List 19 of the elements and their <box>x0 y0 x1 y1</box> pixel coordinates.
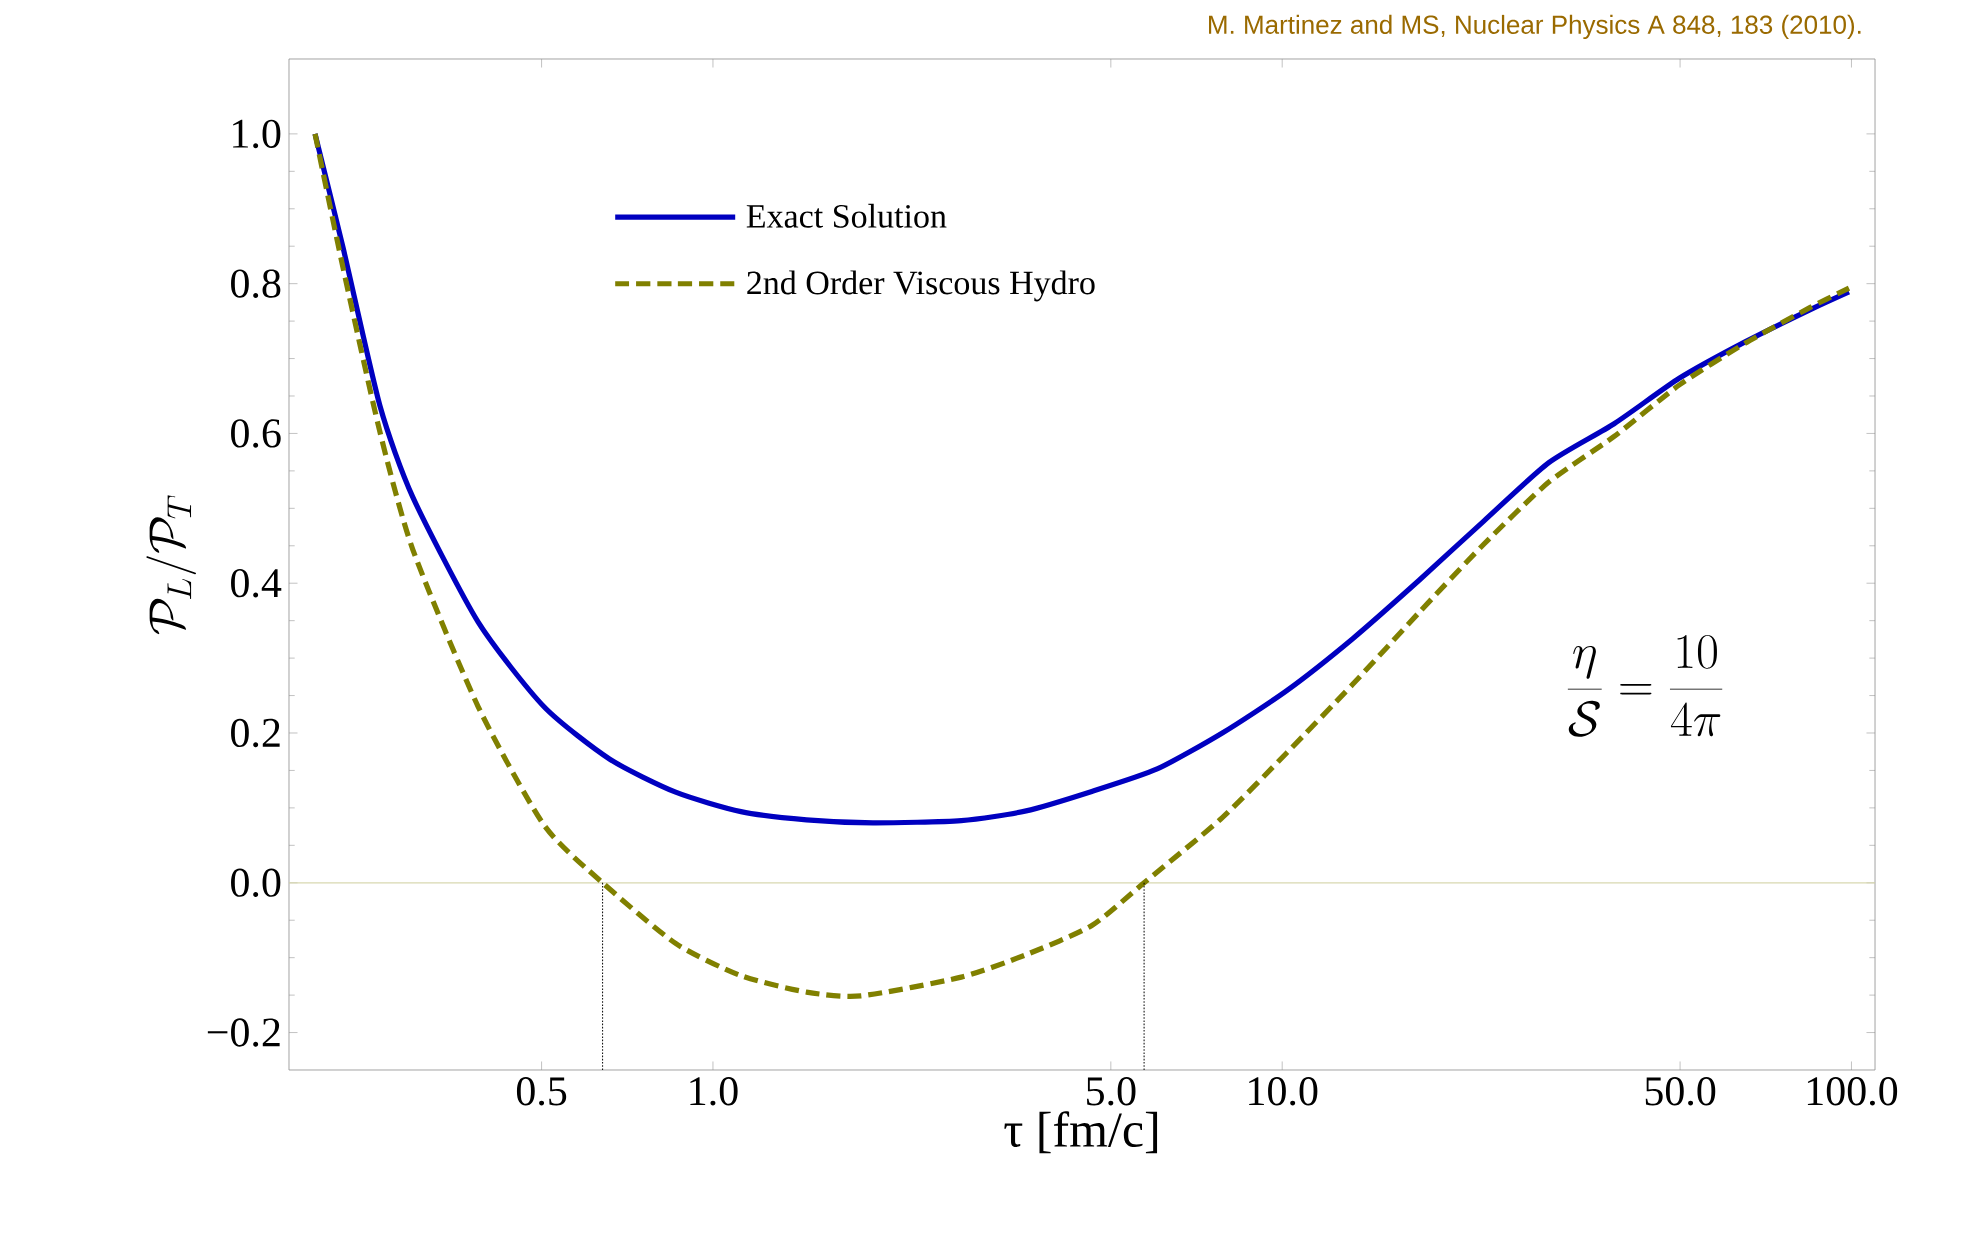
x-tick-label: 5.0 <box>1087 1077 1136 1106</box>
text: M. Martinez and MS, Nuclear Physics A 848, 183 (2010). <box>1209 14 1861 40</box>
x-tick-label: 0.5 <box>516 1077 567 1106</box>
x-axis-title: τ [fm/c] <box>1004 1111 1158 1154</box>
legend-label: 2nd Order Viscous Hydro <box>747 270 1095 302</box>
y-axis-title: $\mathcal{P}_L/\mathcal{P}_T$ <box>146 495 197 635</box>
x-tick-label: 1.0 <box>690 1077 738 1106</box>
y-tick-label: 0.4 <box>231 568 282 598</box>
y-tick-label: 0.2 <box>231 718 280 748</box>
y-tick-label: 0.0 <box>231 868 281 898</box>
x-tick-label: 100.0 <box>1807 1077 1898 1106</box>
y-tick-label: −0.2 <box>207 1018 280 1047</box>
x-tick-label: 10.0 <box>1249 1077 1318 1106</box>
y-tick-label: 0.8 <box>231 269 281 298</box>
legend-label: Exact Solution <box>746 203 947 228</box>
annotation: $\frac{\eta}{\mathcal{S}}=\frac{10}{4\pi}$ <box>1567 635 1723 737</box>
x-tick-label: 50.0 <box>1645 1077 1716 1106</box>
y-tick-label: 1.0 <box>233 119 281 149</box>
y-tick-label: 0.6 <box>231 419 281 448</box>
